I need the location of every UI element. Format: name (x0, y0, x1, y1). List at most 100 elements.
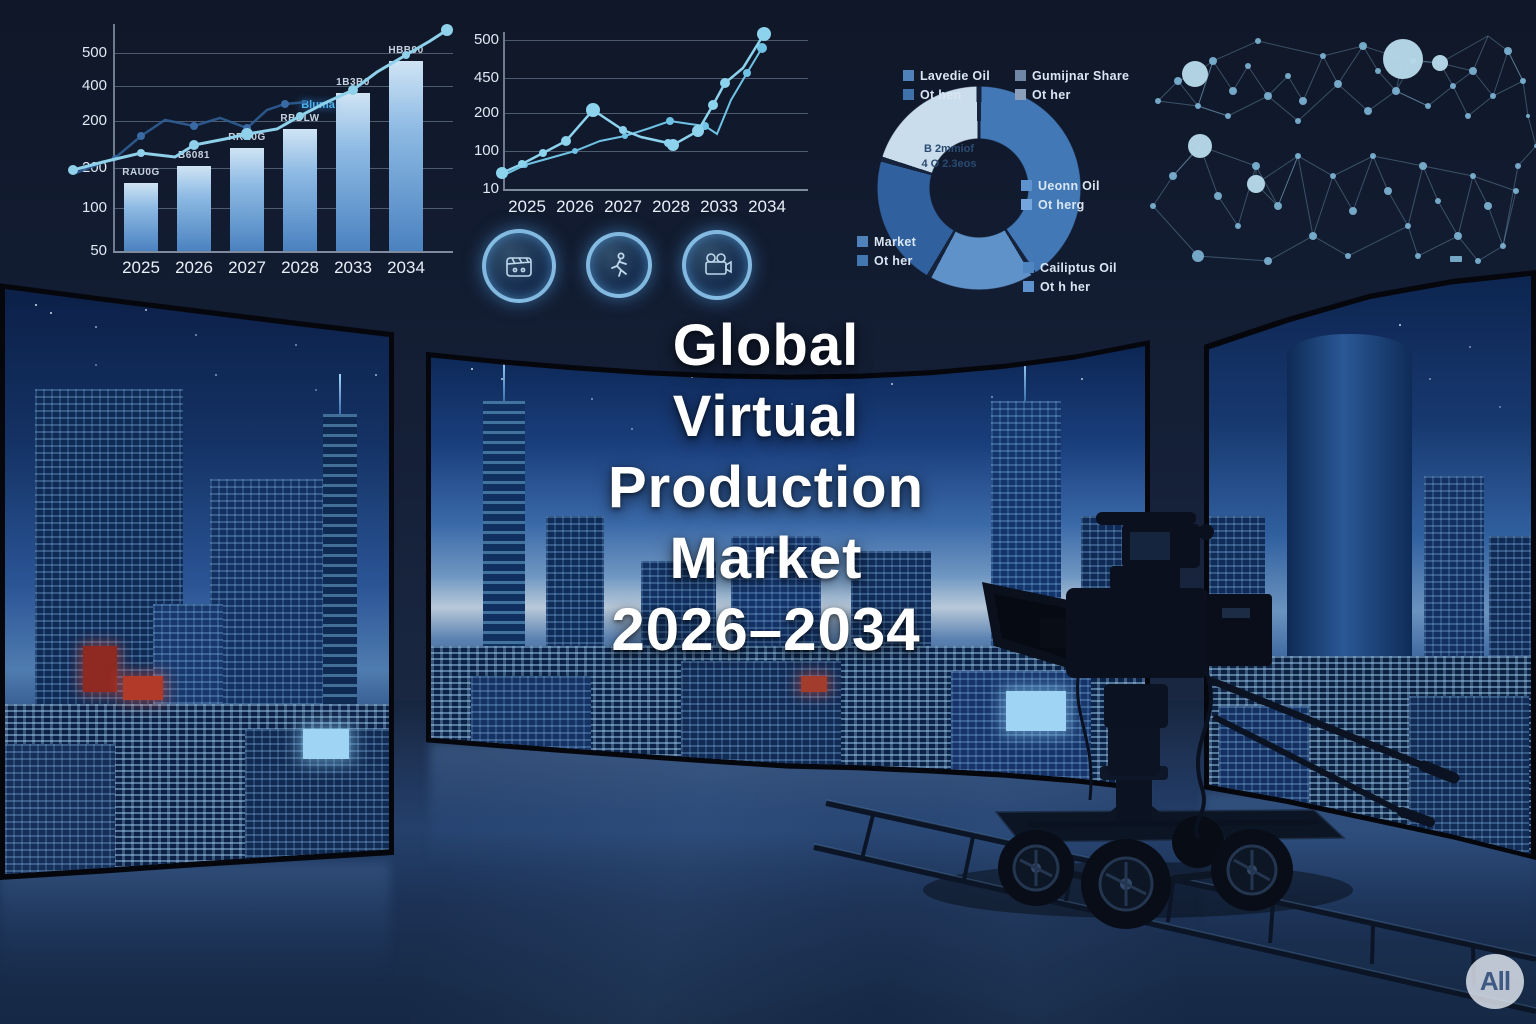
legend-swatch (1023, 281, 1034, 292)
bar-2026 (177, 166, 211, 251)
badge-circle (682, 230, 752, 300)
bar-value-label: 1B3B0 (336, 77, 370, 88)
badge-circle (482, 229, 556, 303)
antenna (503, 356, 505, 404)
building (5, 744, 115, 874)
dolly-wheels (998, 816, 1293, 929)
gridline (115, 121, 453, 122)
legend-swatch (903, 89, 914, 100)
legend-label: Gumijnar Share (1032, 68, 1130, 83)
legend-swatch (1023, 262, 1034, 273)
gridline (505, 40, 808, 41)
legend-row: Ot hen (903, 85, 961, 104)
bar-2025 (124, 183, 158, 251)
camera-pedestal (1098, 684, 1170, 822)
legend-row: Market (857, 232, 916, 251)
x-axis (503, 189, 808, 191)
badge-row (470, 226, 770, 304)
title-years: 2026–2034 (611, 596, 921, 663)
legend-label: Ueonn Oil (1038, 178, 1100, 193)
line-chart: 500 450 200 100 10 2025 2026 2027 2028 2… (463, 6, 815, 224)
pan-handles (1206, 676, 1460, 827)
legend-label: Ot her (874, 253, 913, 268)
x-axis (113, 251, 453, 253)
y-tick: 450 (473, 69, 499, 86)
clapperboard-icon (506, 257, 532, 277)
legend-label: Ot her (1032, 87, 1071, 102)
legend-row: Gumijnar Share (1015, 66, 1129, 85)
title-line-4: Market (669, 526, 863, 591)
legend-swatch (1015, 70, 1026, 81)
badge-circle (586, 232, 652, 298)
camera-dolly-rig (813, 512, 1536, 1014)
led-screen-right (1204, 270, 1536, 860)
bar-2027 (230, 148, 264, 251)
trend-lines (68, 24, 453, 176)
donut-ring (877, 86, 1081, 290)
antenna (1024, 358, 1026, 403)
x-tick: 2028 (652, 197, 690, 216)
x-tick: 2025 (122, 258, 160, 277)
y-tick: 500 (81, 44, 107, 61)
camera-cables (1076, 669, 1213, 839)
y-tick: 10 (482, 180, 499, 197)
y-tick: 200 (473, 104, 499, 121)
donut-center-line2: 4 O 2.3eos (921, 158, 977, 170)
legend-row: Ot h her (1023, 277, 1090, 296)
cinema-camera (982, 512, 1272, 678)
x-tick: 2033 (700, 197, 738, 216)
donut-chart: B 2mmiof 4 O 2.3eos Lavedie Oil Ot hen G… (845, 56, 1155, 306)
led-screen-middle (426, 340, 1150, 792)
network-graph (1150, 35, 1536, 265)
x-tick: 2027 (604, 197, 642, 216)
red-neon-sign (83, 646, 117, 692)
red-neon-sign (801, 676, 827, 692)
legend-swatch (857, 255, 868, 266)
gridline (505, 78, 808, 79)
ai-watermark: All (1466, 954, 1524, 1009)
title-line-3: Production (607, 455, 925, 520)
stars (471, 368, 473, 370)
x-tick: 2028 (281, 258, 319, 277)
stars (35, 304, 37, 306)
legend-label: Ot hen (920, 87, 962, 102)
y-tick: 500 (473, 31, 499, 48)
runner-icon (611, 252, 627, 277)
legend-label: Cailiptus Oil (1040, 260, 1117, 275)
bar-2034 (389, 61, 423, 251)
bar-value-label: RAU0G (122, 167, 160, 178)
legend-swatch (857, 236, 868, 247)
legend-row: Cailiptus Oil (1023, 258, 1117, 277)
title-line-1: Global (672, 313, 860, 378)
legend-row: Ueonn Oil (1021, 176, 1100, 195)
y-tick: 100 (473, 142, 499, 159)
y-tick: 100 (81, 199, 107, 216)
cityscape-middle (431, 346, 1145, 786)
x-tick: 2033 (334, 258, 372, 277)
y-axis (113, 24, 115, 251)
legend-row: Ot herg (1021, 195, 1085, 214)
antenna (339, 374, 341, 416)
y-tick: 50 (90, 242, 107, 259)
led-screen-left (0, 283, 394, 880)
legend-swatch (1021, 199, 1032, 210)
bar-chart: 500 400 200 200 100 50 RAU0G B6081 RRN0G… (55, 6, 460, 288)
legend-swatch (903, 70, 914, 81)
legend-label: Ot herg (1038, 197, 1085, 212)
x-tick: 2027 (228, 258, 266, 277)
cityscape-left (5, 289, 389, 874)
legend-row: Ot her (1015, 85, 1071, 104)
bar-2028 (283, 129, 317, 251)
y-axis (503, 32, 505, 189)
legend-row: Ot her (857, 251, 913, 270)
x-tick: 2026 (175, 258, 213, 277)
billboard (1006, 691, 1066, 731)
legend-label: Market (874, 234, 917, 249)
billboard (303, 729, 349, 759)
legend-label: Lavedie Oil (920, 68, 990, 83)
building (245, 729, 389, 874)
bar-2033 (336, 93, 370, 251)
screen-reflection (0, 862, 390, 992)
y-tick: 200 (81, 112, 107, 129)
